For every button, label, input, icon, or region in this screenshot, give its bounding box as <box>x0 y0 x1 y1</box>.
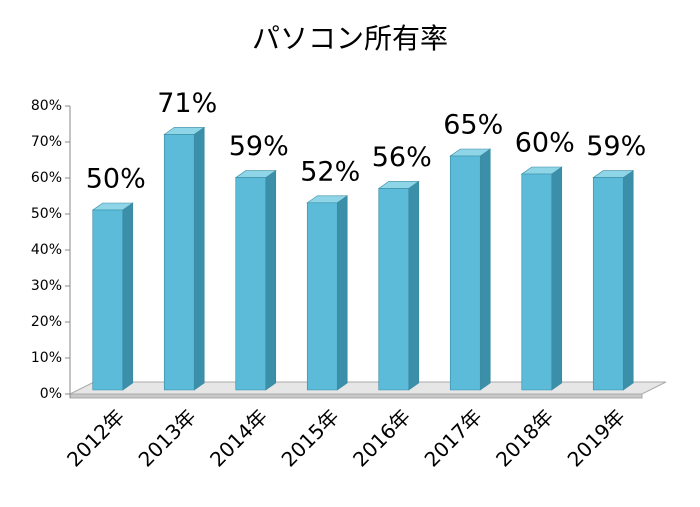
bar-side <box>122 202 134 391</box>
bar <box>520 166 563 391</box>
x-tick-label: 2018年 <box>491 404 558 471</box>
data-label: 59% <box>586 131 646 162</box>
bar-front <box>235 177 267 391</box>
y-tick-label: 50% <box>31 206 62 222</box>
y-tick-label: 70% <box>31 134 62 150</box>
y-tick-label: 0% <box>40 386 62 402</box>
x-tick-label: 2019年 <box>563 404 630 471</box>
data-label: 59% <box>229 131 289 162</box>
data-label: 60% <box>515 128 575 159</box>
bar <box>91 202 134 391</box>
bar-side <box>622 170 634 391</box>
y-tick-label: 40% <box>31 242 62 258</box>
y-tick-label: 10% <box>31 350 62 366</box>
x-tick-label: 2016年 <box>348 404 415 471</box>
floor-edge <box>69 393 643 399</box>
bar <box>377 180 420 391</box>
bar-side <box>551 166 563 391</box>
x-tick-label: 2012年 <box>62 404 129 471</box>
bar-front <box>163 134 195 391</box>
data-label: 71% <box>157 88 217 119</box>
bar <box>449 148 492 391</box>
bar-side <box>336 195 348 391</box>
x-tick-label: 2015年 <box>277 404 344 471</box>
bar-front <box>92 209 124 391</box>
bar-front <box>449 155 481 391</box>
floor <box>69 381 667 395</box>
data-label: 50% <box>86 164 146 195</box>
bar <box>306 195 349 391</box>
y-tick-label: 60% <box>31 170 62 186</box>
bar-front <box>592 177 624 391</box>
x-tick-label: 2017年 <box>420 404 487 471</box>
bar-side <box>479 148 491 391</box>
bar-side <box>193 126 205 391</box>
x-tick-label: 2013年 <box>134 404 201 471</box>
bar <box>592 170 635 391</box>
data-label: 65% <box>443 110 503 141</box>
y-tick-label: 30% <box>31 278 62 294</box>
bar-front <box>378 188 410 391</box>
data-label: 56% <box>372 142 432 173</box>
bar-front <box>306 202 338 391</box>
bar <box>163 126 206 391</box>
bar-side <box>408 180 420 391</box>
x-tick-label: 2014年 <box>205 404 272 471</box>
chart-title: パソコン所有率 <box>252 22 448 55</box>
bar-front <box>521 173 553 391</box>
bar-side <box>265 170 277 391</box>
y-tick-label: 20% <box>31 314 62 330</box>
bar <box>234 170 277 391</box>
y-tick-label: 80% <box>31 98 62 114</box>
data-label: 52% <box>300 156 360 187</box>
